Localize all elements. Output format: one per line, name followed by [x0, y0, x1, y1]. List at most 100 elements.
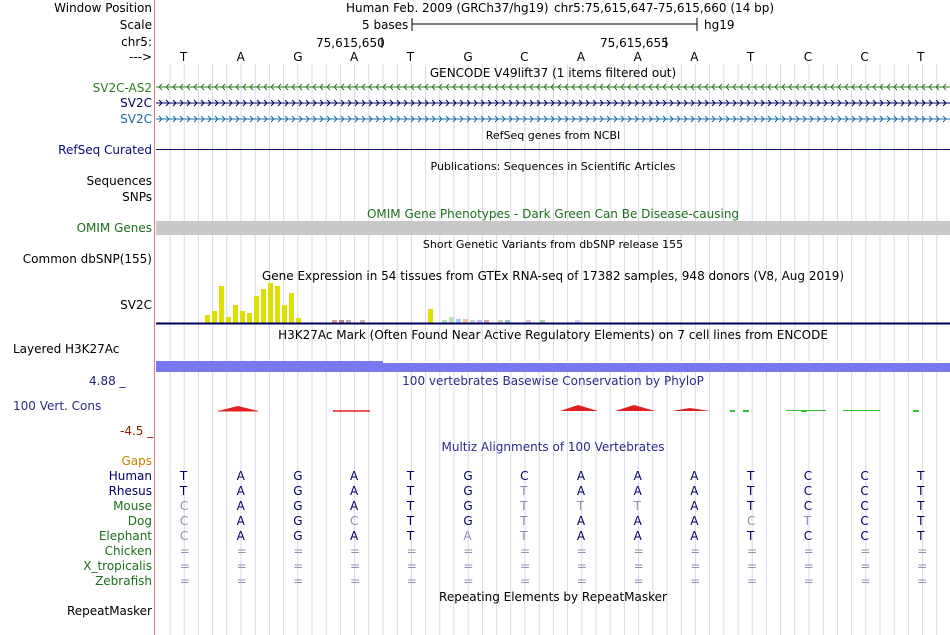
alignment-base: = — [520, 559, 531, 573]
alignment-base: A — [690, 514, 699, 528]
alignment-base: A — [690, 499, 699, 513]
alignment-base: T — [917, 484, 925, 498]
alignment-base: T — [520, 529, 528, 543]
alignment-base: = — [293, 544, 304, 558]
gene-label-sv2c-as2[interactable]: SV2C-AS2 — [92, 81, 152, 95]
alignment-base: C — [350, 514, 359, 528]
h3k27ac-signal[interactable] — [156, 361, 950, 372]
gene-track[interactable] — [0, 0, 950, 130]
alignment-base: T — [917, 469, 925, 483]
alignment-base: T — [917, 529, 925, 543]
multiz-title[interactable]: Multiz Alignments of 100 Vertebrates — [441, 440, 665, 454]
alignment-base: G — [293, 529, 303, 543]
alignment-base: T — [406, 484, 415, 498]
alignment-base: = — [520, 574, 531, 588]
alignment-base: G — [293, 484, 303, 498]
alignment-base: T — [406, 514, 415, 528]
base-letter: T — [406, 50, 415, 64]
base-letter: A — [350, 50, 359, 64]
gene-label-sv2c[interactable]: SV2C — [120, 96, 152, 110]
alignment-base: = — [576, 559, 587, 573]
species-label[interactable]: Dog — [127, 514, 152, 528]
alignment-base: A — [633, 514, 642, 528]
alignment-base: T — [917, 514, 925, 528]
species-label[interactable]: Mouse — [113, 499, 152, 513]
phylop-label[interactable]: 100 Vert. Cons — [13, 399, 102, 413]
coord-label-2: 75,615,655 — [600, 36, 669, 50]
alignment-base: = — [179, 544, 190, 558]
alignment-base: C — [520, 469, 529, 483]
strand-label: ---> — [128, 50, 152, 64]
h3k27ac-title[interactable]: H3K27Ac Mark (Often Found Near Active Re… — [278, 328, 828, 342]
alignment-base: = — [576, 574, 587, 588]
alignment-base: = — [179, 574, 190, 588]
alignment-base: T — [406, 529, 415, 543]
gencode-title[interactable]: GENCODE V49lift37 (1 items filtered out) — [429, 66, 677, 80]
omim-title[interactable]: OMIM Gene Phenotypes - Dark Green Can Be… — [366, 207, 740, 221]
base-letter: T — [179, 50, 188, 64]
alignment-base: A — [690, 469, 699, 483]
alignment-base: A — [236, 529, 245, 543]
gtex-label[interactable]: SV2C — [120, 298, 152, 312]
repeatmasker-label[interactable]: RepeatMasker — [66, 604, 152, 618]
alignment-base: = — [350, 544, 361, 558]
gtex-bars[interactable] — [0, 280, 950, 328]
alignment-base: G — [293, 514, 303, 528]
alignment-base: A — [633, 469, 642, 483]
h3k27ac-label[interactable]: Layered H3K27Ac — [13, 342, 120, 356]
phylop-plot[interactable] — [0, 400, 950, 416]
species-label[interactable]: Elephant — [98, 529, 152, 543]
alignment-base: T — [747, 469, 755, 483]
phylop-min: -4.5 _ — [120, 424, 154, 438]
snps-label[interactable]: SNPs — [122, 190, 152, 204]
alignment-base: = — [917, 559, 928, 573]
alignment-base: = — [463, 544, 474, 558]
alignment-base: G — [463, 499, 473, 513]
repeatmasker-title[interactable]: Repeating Elements by RepeatMasker — [439, 590, 667, 604]
alignment-base: T — [917, 499, 925, 513]
refseq-line[interactable] — [156, 149, 950, 150]
label-divider — [154, 0, 155, 635]
omim-label[interactable]: OMIM Genes — [76, 221, 152, 235]
alignment-base: = — [803, 544, 814, 558]
alignment-base: T — [803, 514, 812, 528]
alignment-base: T — [576, 499, 585, 513]
gtex-title[interactable]: Gene Expression in 54 tissues from GTEx … — [261, 269, 845, 283]
alignment-base: = — [860, 574, 871, 588]
base-letter: G — [293, 50, 303, 64]
publications-title[interactable]: Publications: Sequences in Scientific Ar… — [430, 160, 676, 173]
h3k27ac-notch — [383, 361, 950, 363]
omim-bar[interactable] — [156, 221, 950, 235]
alignment-base: = — [576, 544, 587, 558]
assembly-text: Human Feb. 2009 (GRCh37/hg19) — [346, 1, 549, 15]
alignment-base: T — [633, 499, 641, 513]
alignment-base: A — [350, 529, 359, 543]
alignment-base: C — [860, 529, 869, 543]
dbsnp-label[interactable]: Common dbSNP(155) — [22, 252, 152, 266]
alignment-base: C — [747, 514, 756, 528]
alignment-base: T — [406, 469, 415, 483]
refseq-label[interactable]: RefSeq Curated — [58, 143, 152, 157]
alignment-base: T — [406, 499, 415, 513]
alignment-base: A — [236, 469, 245, 483]
sequences-label[interactable]: Sequences — [86, 174, 152, 188]
chrom-label: chr5: — [121, 35, 152, 49]
species-label[interactable]: Chicken — [104, 544, 152, 558]
alignment-base: A — [633, 484, 642, 498]
base-letter: G — [463, 50, 473, 64]
species-label[interactable]: Rhesus — [108, 484, 152, 498]
phylop-title[interactable]: 100 vertebrates Basewise Conservation by… — [402, 374, 704, 388]
alignment-base: A — [576, 469, 586, 483]
db-text: hg19 — [704, 18, 735, 32]
alignment-base: T — [747, 499, 755, 513]
gene-label-sv2c-2[interactable]: SV2C — [120, 112, 152, 126]
base-letter: A — [690, 50, 699, 64]
species-label[interactable]: Human — [108, 469, 152, 483]
dbsnp-title[interactable]: Short Genetic Variants from dbSNP releas… — [422, 238, 684, 251]
base-letter: C — [520, 50, 529, 64]
refseq-title[interactable]: RefSeq genes from NCBI — [485, 129, 621, 142]
alignment-base: T — [747, 484, 755, 498]
species-label[interactable]: Zebrafish — [95, 574, 152, 588]
gaps-label[interactable]: Gaps — [121, 454, 152, 468]
species-label[interactable]: X_tropicalis — [83, 559, 152, 573]
